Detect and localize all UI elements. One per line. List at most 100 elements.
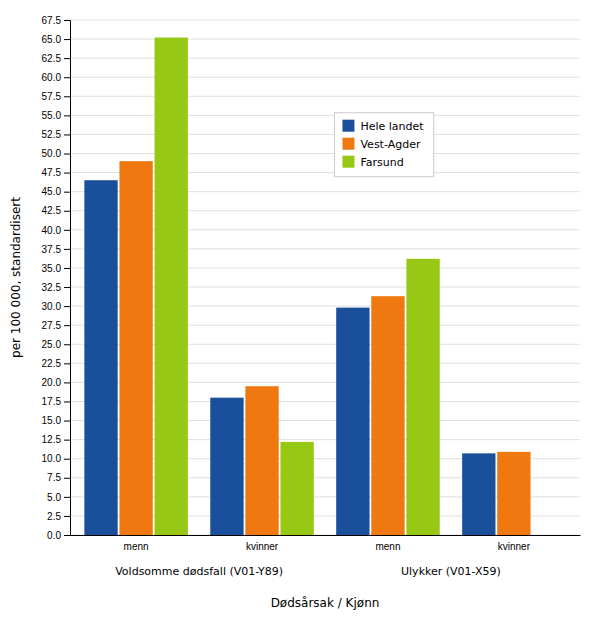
y-tick-label: 37.5 — [42, 244, 62, 255]
category-label: Voldsomme dødsfall (V01-Y89) — [115, 565, 283, 578]
y-tick-label: 10.0 — [42, 453, 62, 464]
y-tick: 20.0 — [42, 377, 70, 388]
y-tick-mark — [64, 39, 70, 40]
y-tick: 55.0 — [42, 110, 70, 121]
y-tick-mark — [64, 478, 70, 479]
y-tick: 27.5 — [42, 320, 70, 331]
grid-line — [70, 58, 580, 59]
y-tick: 22.5 — [42, 358, 70, 369]
legend-label: Vest-Agder — [360, 138, 420, 151]
x-axis: menn kvinner menn kvinner — [71, 536, 581, 553]
x-tick-label: menn — [124, 541, 149, 552]
x-tick-label: menn — [375, 541, 400, 552]
y-tick-mark — [64, 211, 70, 212]
bar — [210, 398, 243, 535]
y-tick-mark — [64, 134, 70, 135]
y-tick-label: 60.0 — [42, 72, 62, 83]
legend-frame — [334, 113, 433, 177]
y-tick: 62.5 — [42, 53, 70, 64]
y-tick-label: 27.5 — [42, 320, 62, 331]
y-tick: 7.5 — [47, 472, 70, 483]
legend-label: Farsund — [360, 156, 403, 169]
y-tick-label: 12.5 — [42, 434, 62, 445]
bar — [532, 535, 565, 536]
y-tick-mark — [64, 287, 70, 288]
y-tick-mark — [64, 344, 70, 345]
y-tick-mark — [64, 401, 70, 402]
y-tick-mark — [64, 96, 70, 97]
legend-item: Hele landet — [342, 120, 424, 133]
y-tick: 32.5 — [42, 282, 70, 293]
y-tick-label: 15.0 — [42, 415, 62, 426]
y-axis: 0.02.55.07.510.012.515.017.520.022.525.0… — [42, 15, 71, 541]
bar — [336, 308, 369, 535]
bar — [462, 453, 495, 535]
y-tick-label: 17.5 — [42, 396, 62, 407]
y-tick: 52.5 — [42, 129, 70, 140]
y-tick: 45.0 — [42, 186, 70, 197]
y-tick-mark — [64, 173, 70, 174]
y-tick: 60.0 — [42, 72, 70, 83]
y-tick-label: 65.0 — [42, 34, 62, 45]
bar — [245, 386, 278, 535]
y-tick-mark — [64, 58, 70, 59]
y-tick: 35.0 — [42, 263, 70, 274]
y-tick-label: 7.5 — [47, 472, 61, 483]
grid — [70, 20, 580, 535]
bar — [497, 452, 530, 535]
legend: Hele landet Vest-Agder Farsund — [334, 113, 433, 177]
y-tick: 47.5 — [42, 167, 70, 178]
legend-swatch — [342, 156, 354, 168]
bar — [119, 161, 152, 535]
y-tick-label: 30.0 — [42, 301, 62, 312]
y-tick-mark — [64, 363, 70, 364]
bar — [371, 296, 404, 535]
y-tick-label: 22.5 — [42, 358, 62, 369]
y-tick-mark — [64, 497, 70, 498]
bar — [406, 259, 439, 535]
y-tick-label: 55.0 — [42, 110, 62, 121]
y-tick-label: 47.5 — [42, 167, 62, 178]
category-label: Ulykker (V01-X59) — [401, 565, 501, 578]
legend-item: Vest-Agder — [342, 138, 420, 151]
y-tick: 2.5 — [47, 511, 70, 522]
y-tick: 12.5 — [42, 434, 70, 445]
y-tick-mark — [64, 516, 70, 517]
grid-line — [70, 20, 580, 21]
y-tick-label: 62.5 — [42, 53, 62, 64]
y-tick-mark — [64, 154, 70, 155]
legend-swatch — [342, 120, 354, 132]
bar — [155, 38, 188, 535]
y-tick-label: 67.5 — [42, 15, 62, 26]
y-tick-mark — [64, 382, 70, 383]
y-tick: 37.5 — [42, 244, 70, 255]
y-tick-mark — [64, 230, 70, 231]
legend-item: Farsund — [342, 156, 403, 169]
x-tick: menn — [375, 541, 400, 552]
y-tick-label: 42.5 — [42, 205, 62, 216]
y-tick: 42.5 — [42, 205, 70, 216]
y-tick-mark — [64, 115, 70, 116]
y-tick: 17.5 — [42, 396, 70, 407]
plot: 0.02.55.07.510.012.515.017.520.022.525.0… — [9, 15, 581, 610]
y-tick: 15.0 — [42, 415, 70, 426]
y-tick-mark — [64, 459, 70, 460]
x-tick: kvinner — [246, 541, 279, 552]
y-tick-label: 35.0 — [42, 263, 62, 274]
y-tick-mark — [64, 77, 70, 78]
bars — [84, 38, 530, 535]
x-axis-title: Dødsårsak / Kjønn — [271, 596, 380, 610]
y-tick-mark — [64, 535, 70, 536]
y-tick: 65.0 — [42, 34, 70, 45]
grid-line — [70, 115, 580, 116]
y-tick: 50.0 — [42, 148, 70, 159]
y-tick: 10.0 — [42, 453, 70, 464]
y-tick-label: 45.0 — [42, 186, 62, 197]
y-tick-mark — [64, 440, 70, 441]
bar — [84, 180, 117, 535]
y-tick-label: 2.5 — [47, 511, 61, 522]
legend-swatch — [342, 138, 354, 150]
x-tick: kvinner — [498, 541, 531, 552]
grid-line — [70, 77, 580, 78]
y-tick-mark — [64, 20, 70, 21]
